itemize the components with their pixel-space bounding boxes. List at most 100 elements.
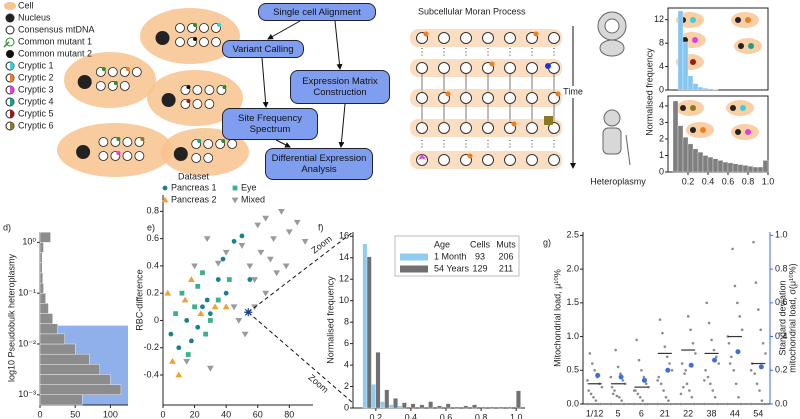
zoom-point <box>244 308 253 317</box>
mtdna <box>122 151 133 161</box>
x-tick-label: 21 <box>660 408 670 418</box>
legend-marker <box>10 86 14 94</box>
strip-point <box>586 379 589 382</box>
strip-point <box>592 395 595 399</box>
strip-point <box>691 341 695 345</box>
lattice-mutation <box>423 31 429 37</box>
legend-label: Pancreas 1 <box>171 182 217 192</box>
strip-point <box>663 345 667 348</box>
lattice-ellipsis: ⋮ <box>418 46 427 56</box>
scatter-point <box>235 318 243 324</box>
strip-point <box>621 379 625 382</box>
lattice-ellipsis: ⋮ <box>462 138 471 148</box>
scatter-point <box>282 263 290 270</box>
histogram-bar <box>737 164 744 173</box>
inset-dot <box>745 17 751 23</box>
lattice-mutation <box>511 121 517 127</box>
y2-tick-label: 0.6 <box>775 297 788 307</box>
y-tick-label: 0.0 <box>566 398 579 408</box>
scatter-point <box>179 290 185 296</box>
lattice-mutation <box>467 153 473 159</box>
y-tick-label: 4 <box>344 359 349 369</box>
scatter-point <box>278 208 285 215</box>
histogram-bar <box>480 406 486 409</box>
histogram-bar <box>692 83 699 91</box>
strip-point <box>727 341 731 345</box>
strip-point <box>613 389 616 392</box>
y-tick-label: 14 <box>339 252 349 262</box>
scatter-point <box>226 277 232 282</box>
histogram-bar <box>39 282 44 294</box>
lattice-mutation <box>489 61 495 67</box>
strip-point <box>730 355 733 359</box>
scatter-point <box>285 229 293 236</box>
legend-label: Cryptic 4 <box>18 96 54 106</box>
histogram-bar <box>397 405 403 409</box>
histogram-bar <box>39 384 122 396</box>
strip-point <box>733 284 737 288</box>
legend-marker <box>5 13 15 23</box>
legend-marker <box>10 98 14 106</box>
mtdna <box>119 81 130 91</box>
legend-label: Pancreas 2 <box>171 194 217 204</box>
panel-label: f) <box>318 222 324 232</box>
histogram-bar <box>388 404 394 409</box>
y2-axis-label: Standard deviation <box>777 280 787 355</box>
y-tick-label: 2.0 <box>566 263 579 273</box>
strip-point <box>644 382 648 386</box>
mtdna <box>98 137 109 147</box>
x-axis-label: Heteroplasmy <box>590 176 646 186</box>
histogram-bar <box>707 88 714 91</box>
nucleus <box>161 93 176 107</box>
mtdna-mutation <box>222 85 227 89</box>
x-tick-label: 1.0 <box>510 412 523 419</box>
lattice-node <box>460 32 472 44</box>
histogram-bar <box>757 166 764 173</box>
legend-label: 54 Years <box>434 263 470 273</box>
y-tick-label: 1 <box>659 150 664 160</box>
strip-point <box>736 301 739 305</box>
inset-dot <box>690 105 696 111</box>
mtdna <box>203 153 214 163</box>
lattice-node <box>526 122 538 134</box>
strip-point <box>632 389 636 392</box>
x-tick-label: 44 <box>730 408 740 418</box>
histogram-bar <box>39 292 46 304</box>
legend-cell: 93 <box>475 251 485 261</box>
legend-marker <box>232 185 238 191</box>
y-axis-label: Mitochondrial load, μ¹⁰% <box>552 269 562 367</box>
strip-point <box>711 389 715 392</box>
mtdna-mutation <box>101 67 106 71</box>
strip-point <box>761 341 765 345</box>
sd-point <box>735 349 741 355</box>
y2-tick-label: 0.0 <box>775 398 788 408</box>
histogram-bar <box>39 232 51 243</box>
lattice-node <box>438 32 450 44</box>
lattice-blue <box>545 63 551 69</box>
histogram-bar <box>39 353 90 365</box>
y-tick-label: 0.8 <box>146 206 159 216</box>
strip-point <box>705 301 709 305</box>
x-tick-label: 100 <box>103 409 118 419</box>
lattice-node <box>482 92 494 104</box>
x-tick-label: 40 <box>221 409 231 419</box>
panel-label: d) <box>3 222 11 232</box>
histogram-bar <box>39 364 101 375</box>
legend-marker <box>3 41 10 48</box>
scatter-point <box>169 357 176 364</box>
mtdna <box>175 37 185 47</box>
legend-label: Consensus mtDNA <box>18 24 95 34</box>
mtdna-mutation <box>116 137 121 141</box>
y-tick-label: 8 <box>344 317 349 327</box>
mtdna-mutation <box>221 139 226 143</box>
sd-point <box>641 377 647 383</box>
mtdna <box>95 81 106 91</box>
histogram-bar <box>677 10 684 91</box>
lattice-ellipsis: ⋮ <box>550 138 559 148</box>
histogram-bar <box>687 143 694 173</box>
sd-point <box>595 372 601 378</box>
y-axis-label: Normalised frequency <box>644 48 654 136</box>
strip-point <box>749 368 753 372</box>
cell <box>140 8 240 64</box>
